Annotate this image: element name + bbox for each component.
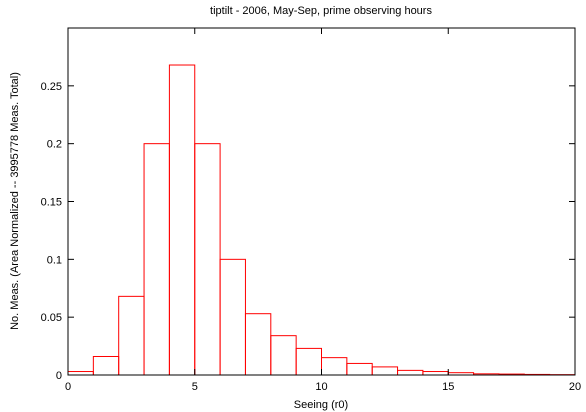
y-axis-label: No. Meas. (Area Normalized -- 3995778 Me… <box>9 72 21 330</box>
y-tick-label: 0.15 <box>41 197 62 209</box>
histogram-bar-5 <box>194 143 221 376</box>
x-tick-label: 10 <box>315 381 327 393</box>
x-tick-label: 15 <box>442 381 454 393</box>
histogram-bar-3 <box>143 143 170 376</box>
histogram-bar-1 <box>92 355 120 376</box>
histogram-bar-0 <box>67 371 94 376</box>
y-tick-label: 0.2 <box>47 139 62 151</box>
y-tick-label: 0.05 <box>41 312 62 324</box>
histogram-bar-13 <box>397 369 424 376</box>
y-tick-label: 0.25 <box>41 81 62 93</box>
x-tick-label: 0 <box>65 381 71 393</box>
histogram-bar-4 <box>168 64 196 376</box>
histogram-bar-8 <box>270 335 297 376</box>
histogram-bar-2 <box>118 295 145 376</box>
histogram-bar-12 <box>371 366 399 376</box>
histogram-bar-6 <box>219 258 246 376</box>
y-axis: 0 0.05 0.1 0.15 0.2 0.25 <box>41 81 575 382</box>
x-tick-label: 20 <box>569 381 581 393</box>
histogram-bar-11 <box>346 362 373 376</box>
bars-group <box>67 64 576 376</box>
histogram-bar-14 <box>422 371 449 376</box>
chart-title: tiptilt - 2006, May-Sep, prime observing… <box>210 5 432 17</box>
x-axis-label: Seeing (r0) <box>294 399 348 411</box>
x-axis: 0 5 10 15 20 <box>65 28 581 393</box>
histogram-bar-9 <box>295 347 322 376</box>
y-tick-label: 0 <box>56 370 62 382</box>
histogram-bar-7 <box>244 313 272 376</box>
histogram-bar-10 <box>321 357 348 376</box>
x-tick-label: 5 <box>192 381 198 393</box>
y-tick-label: 0.1 <box>47 254 62 266</box>
